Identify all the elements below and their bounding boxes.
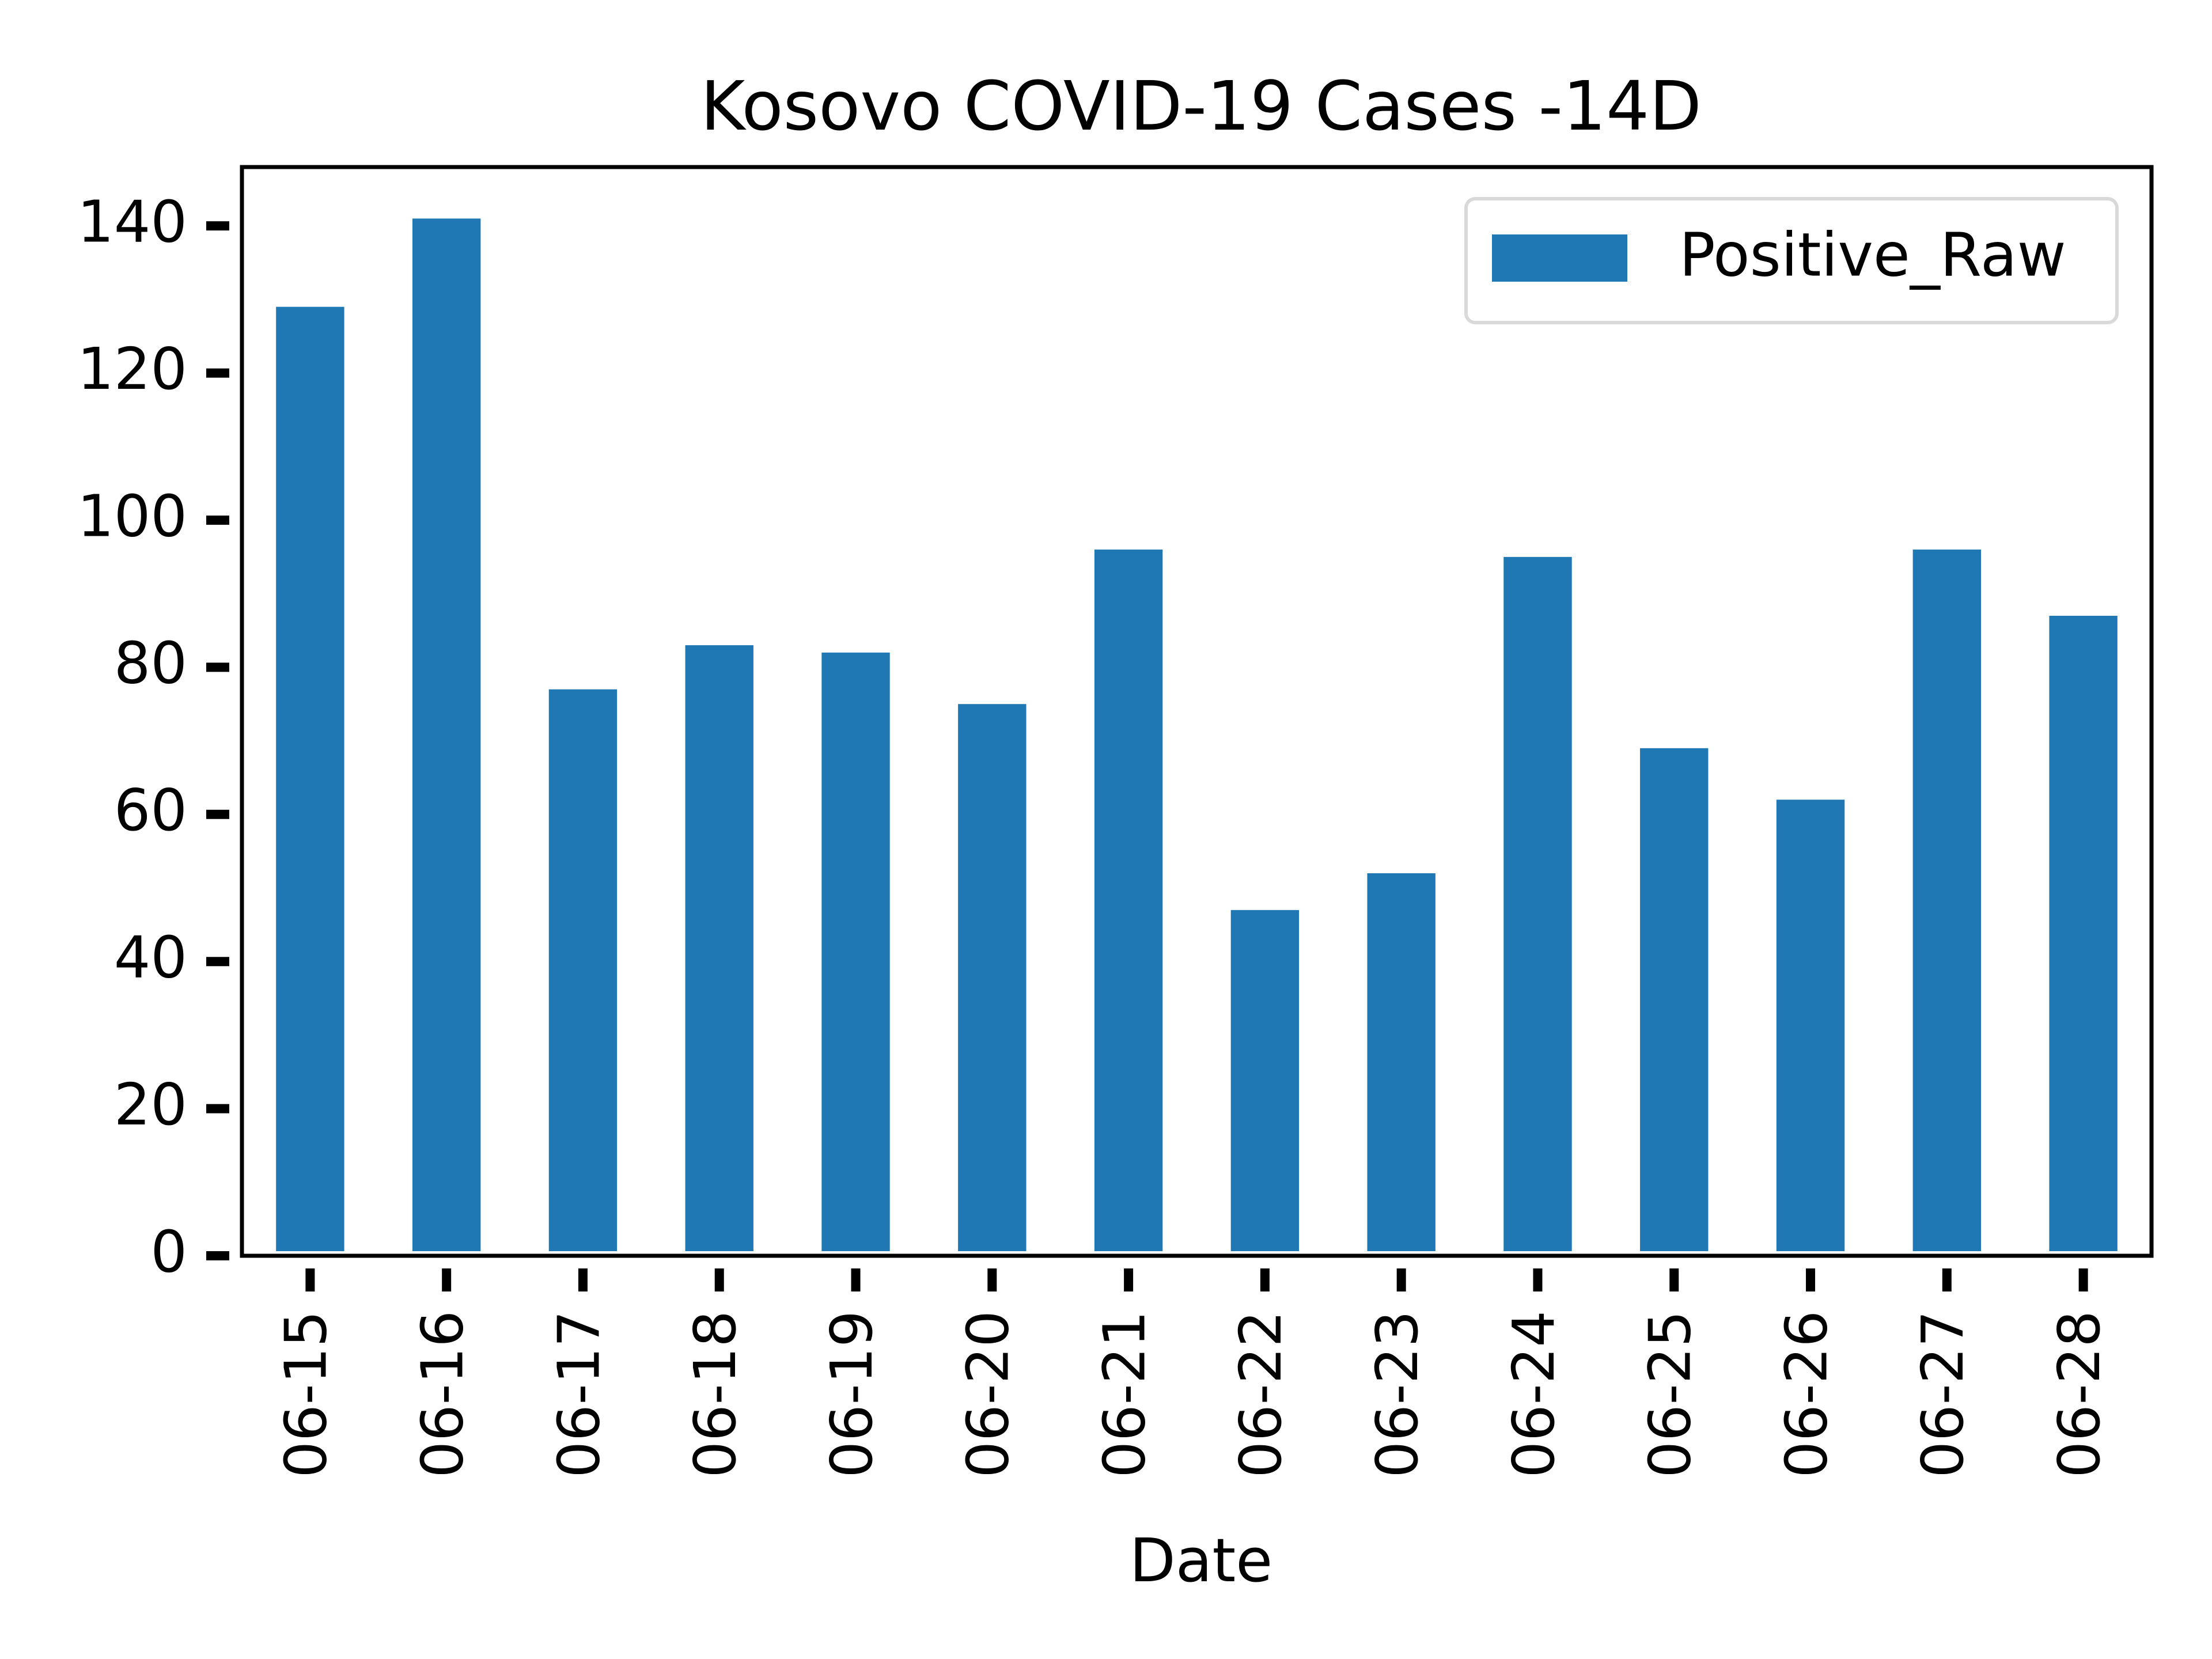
y-tick-label-100: 100: [77, 482, 187, 550]
chart-title: Kosovo COVID-19 Cases -14D: [700, 66, 1702, 146]
bar-06-21: [1094, 550, 1163, 1251]
bar-06-26: [1776, 800, 1845, 1251]
y-tick-label-140: 140: [77, 188, 187, 256]
x-tick-label-06-23: 06-23: [1363, 1310, 1431, 1478]
x-tick-label-06-26: 06-26: [1772, 1310, 1840, 1478]
bar-06-28: [2049, 615, 2118, 1251]
bar-06-22: [1230, 910, 1300, 1251]
legend-frame: [1464, 197, 2119, 324]
bar-06-23: [1367, 873, 1435, 1251]
x-tick-label-06-21: 06-21: [1090, 1310, 1158, 1478]
plot-frame: [240, 165, 2154, 1258]
x-tick-label-06-28: 06-28: [2046, 1310, 2113, 1478]
bar-06-17: [548, 689, 618, 1251]
x-tick-label-06-27: 06-27: [1909, 1310, 1976, 1478]
bar-06-18: [685, 645, 753, 1251]
y-tick-label-40: 40: [114, 924, 187, 991]
x-tick-label-06-22: 06-22: [1227, 1310, 1294, 1478]
y-tick-label-80: 80: [114, 630, 187, 697]
x-tick-label-06-16: 06-16: [409, 1310, 476, 1478]
bar-06-19: [821, 652, 890, 1251]
y-tick-label-120: 120: [77, 335, 187, 403]
y-tick-label-0: 0: [150, 1218, 187, 1285]
bar-06-24: [1503, 556, 1572, 1251]
x-axis-label: Date: [1130, 1525, 1273, 1596]
bar-06-25: [1640, 748, 1709, 1251]
y-tick-label-60: 60: [114, 777, 187, 844]
bar-06-16: [412, 218, 481, 1252]
x-tick-label-06-17: 06-17: [545, 1310, 612, 1478]
legend-swatch: [1492, 234, 1627, 282]
legend-label: Positive_Raw: [1679, 219, 2066, 290]
x-tick-label-06-25: 06-25: [1637, 1310, 1704, 1478]
x-tick-label-06-20: 06-20: [955, 1310, 1022, 1478]
bar-06-20: [958, 704, 1027, 1251]
legend: Positive_Raw: [1464, 197, 2119, 324]
plot-area: 06-15 06-16 06-17 06-18 06-19 06-20 06-21 06-22…: [77, 165, 2154, 1478]
x-tick-label-06-18: 06-18: [681, 1310, 749, 1478]
x-tick-label-06-19: 06-19: [818, 1310, 885, 1478]
y-tick-label-20: 20: [114, 1071, 187, 1138]
x-tick-label-06-24: 06-24: [1500, 1310, 1567, 1478]
x-tick-label-06-15: 06-15: [272, 1310, 340, 1478]
bar-06-27: [1912, 550, 1982, 1251]
bar-06-15: [276, 306, 344, 1251]
